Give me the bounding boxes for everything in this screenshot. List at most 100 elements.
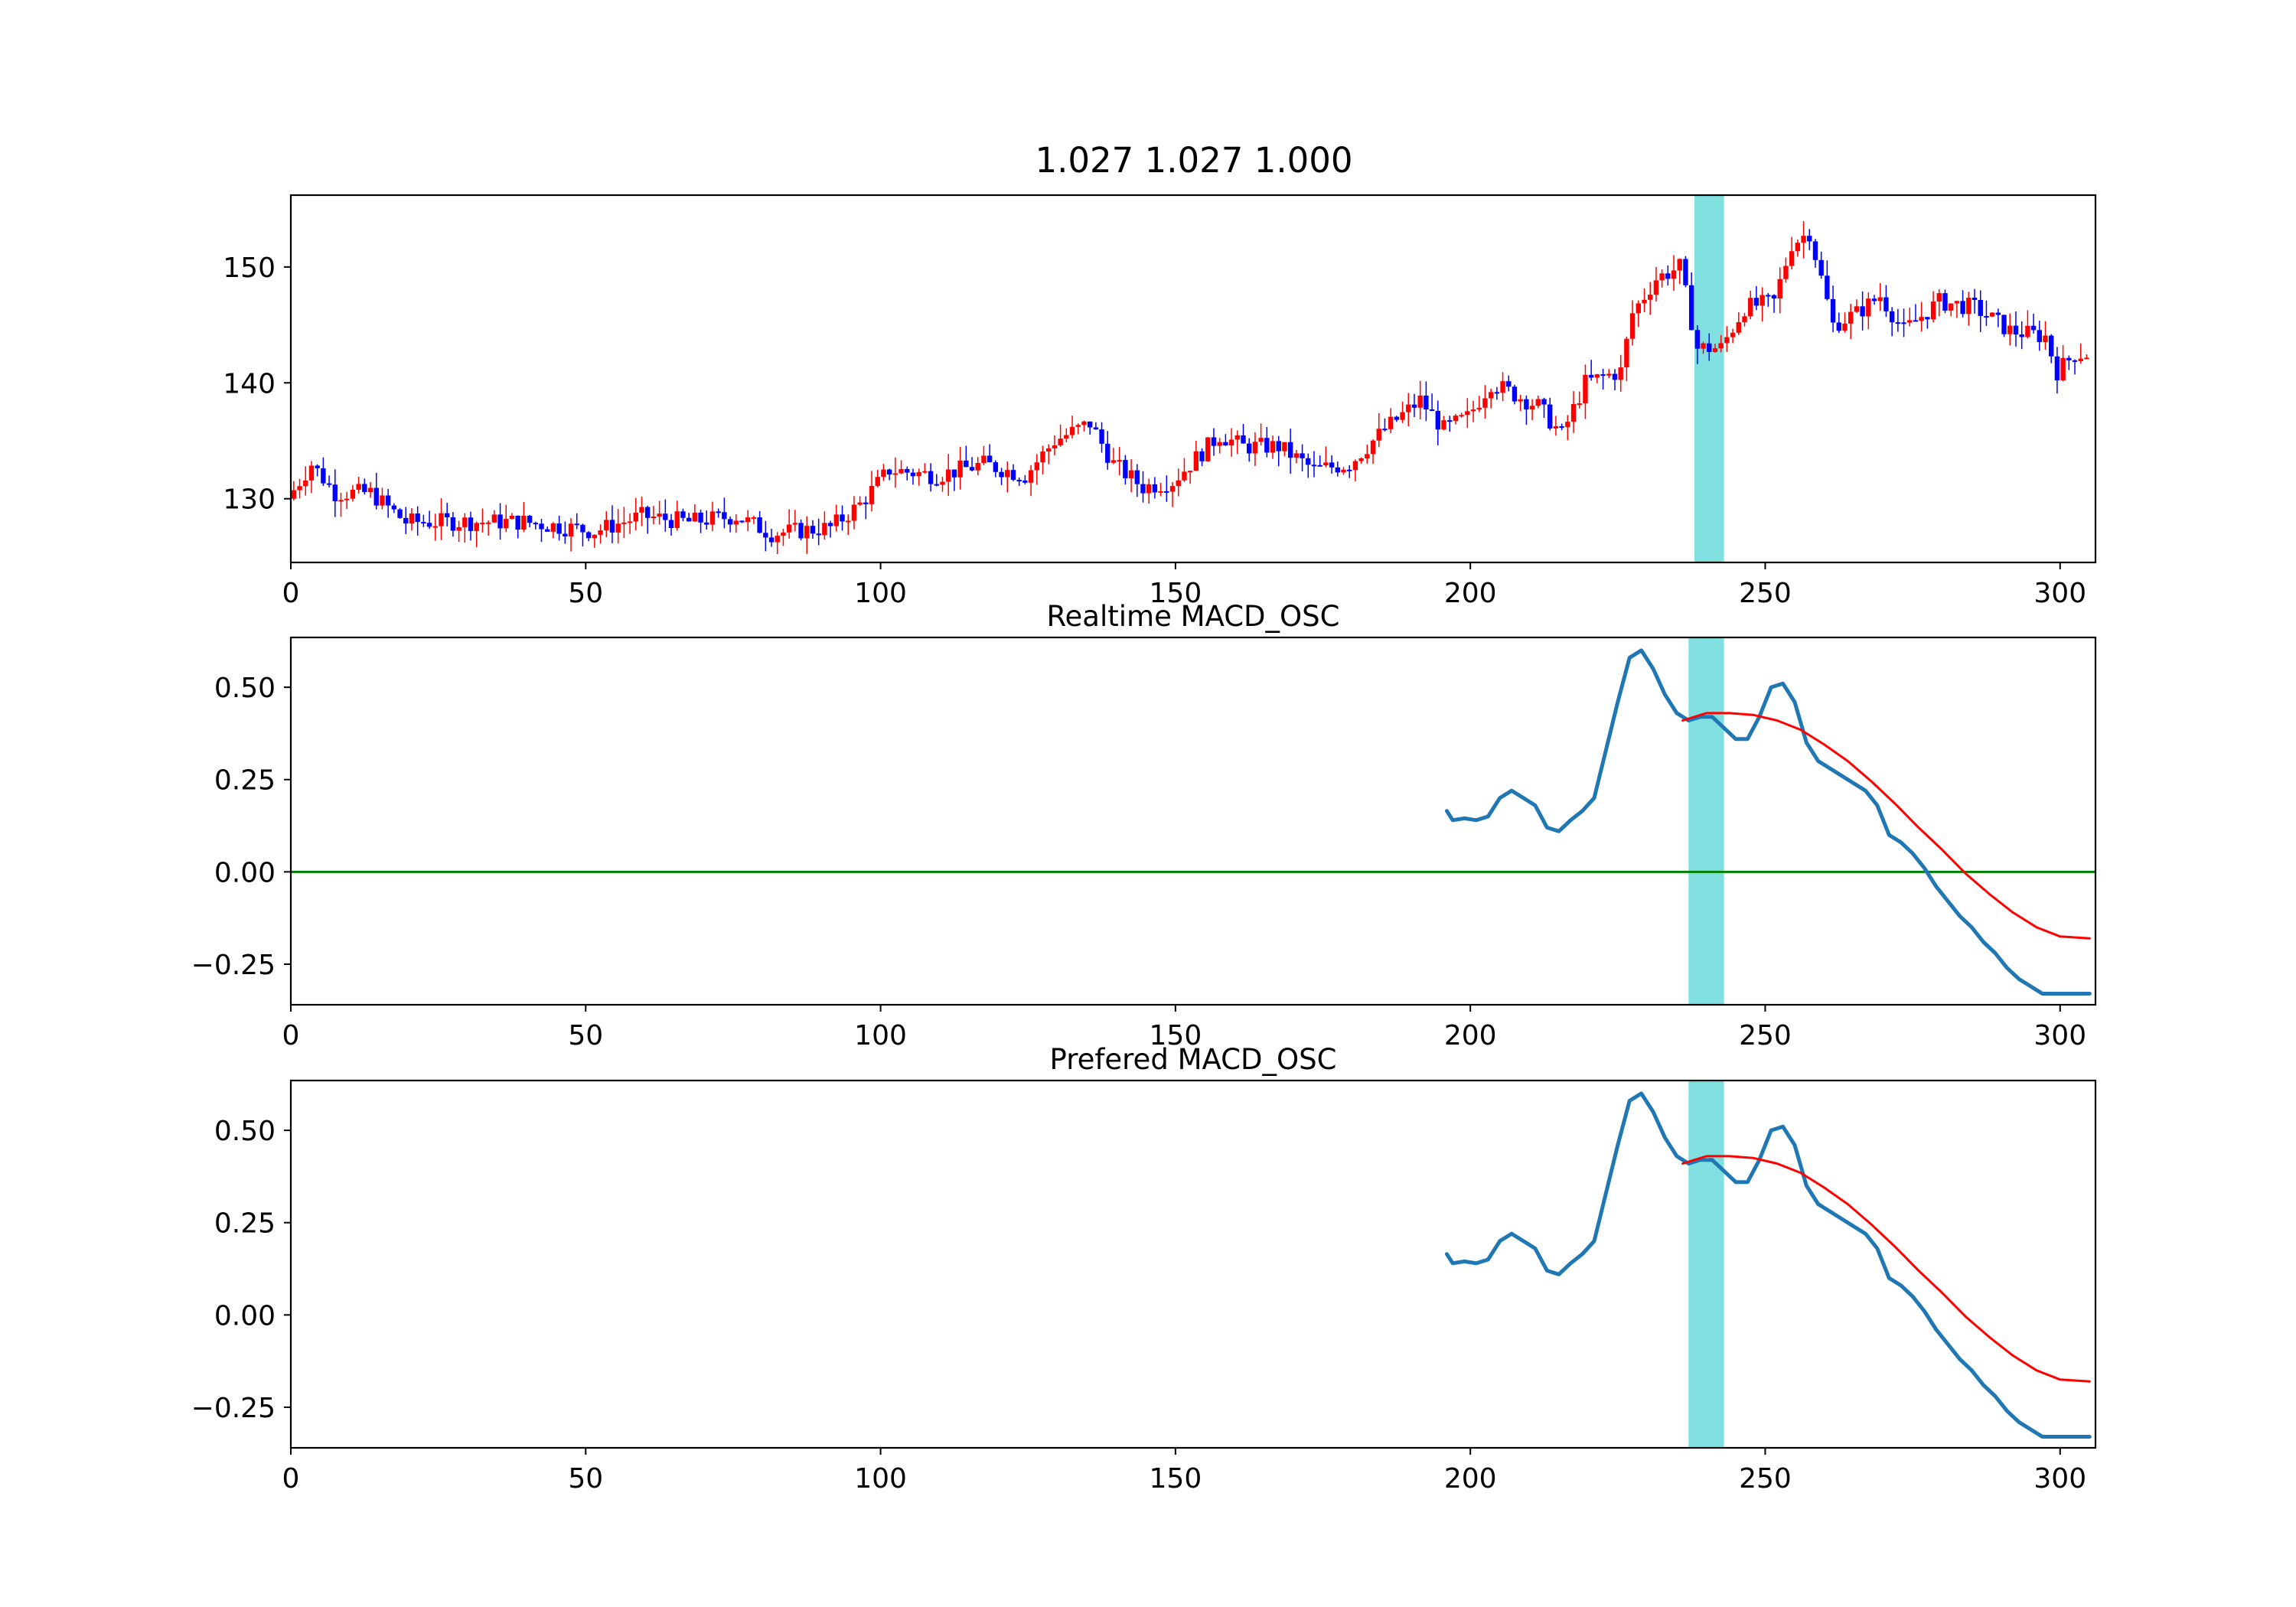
candle xyxy=(1459,412,1464,418)
candle xyxy=(2043,321,2048,350)
candle-body xyxy=(1777,279,1782,299)
candle xyxy=(1087,421,1093,435)
candle-body xyxy=(680,511,686,518)
candle xyxy=(291,481,297,501)
candle-body xyxy=(786,524,792,533)
x-tick-label: 250 xyxy=(1739,578,1792,609)
candle-body xyxy=(1736,322,1741,333)
highlight-span xyxy=(1694,195,1724,562)
candle-body xyxy=(1376,429,1381,441)
candle-body xyxy=(1518,399,1523,402)
candle-body xyxy=(504,519,509,529)
candle xyxy=(2072,359,2078,375)
candle-body xyxy=(509,515,515,520)
candle xyxy=(297,478,302,499)
x-tick-label: 150 xyxy=(1150,1020,1202,1051)
candle xyxy=(1352,459,1358,481)
candle xyxy=(1317,455,1322,467)
candle xyxy=(1742,312,1747,327)
candle-body xyxy=(1895,322,1901,324)
candle-body xyxy=(975,463,980,471)
candle xyxy=(1411,393,1417,418)
candle-body xyxy=(1966,298,1971,315)
candle xyxy=(1117,447,1122,476)
candle xyxy=(1247,438,1252,462)
candle-body xyxy=(1877,297,1883,302)
candle xyxy=(439,498,444,540)
fit-line xyxy=(1681,712,2091,940)
candle xyxy=(527,514,533,528)
candle-body xyxy=(1978,299,1983,316)
candle-body xyxy=(297,486,302,491)
candle xyxy=(1470,400,1476,422)
panel-3: 0 50 100 150 200 250 300 −0.25 0.00 0.25 0.50 Prefe… xyxy=(191,1043,2097,1495)
candle-body xyxy=(380,495,385,506)
candle-body xyxy=(1093,427,1099,430)
candle-body xyxy=(1907,320,1913,323)
candle xyxy=(2078,343,2083,364)
candle-body xyxy=(1766,295,1771,297)
candle xyxy=(485,520,491,536)
candle-body xyxy=(373,487,379,506)
candle-body xyxy=(633,512,638,522)
candle-body xyxy=(1535,399,1541,406)
candle xyxy=(804,516,810,554)
candle-body xyxy=(1854,306,1860,312)
panels: 0 50 100 150 200 250 300 130 140 150 0 50 100 150 200 2… xyxy=(191,194,2097,1495)
candle xyxy=(1335,461,1340,477)
candle xyxy=(1842,312,1848,333)
candle xyxy=(1995,308,2001,328)
candle-body xyxy=(1370,440,1376,455)
candle-body xyxy=(1252,442,1258,454)
candle-body xyxy=(1488,392,1494,399)
candle xyxy=(563,521,568,544)
candle xyxy=(757,510,762,533)
candle-body xyxy=(645,507,651,518)
y-tick-label: 0.00 xyxy=(214,1300,276,1332)
panel-2: 0 50 100 150 200 250 300 −0.25 0.00 0.25 0.50 Realt… xyxy=(191,600,2097,1051)
candle-body xyxy=(527,515,533,523)
candle-body xyxy=(2007,325,2013,334)
x-tick-label: 200 xyxy=(1444,578,1497,609)
candle-body xyxy=(1276,441,1281,451)
candle xyxy=(922,463,928,474)
candle-body xyxy=(592,534,598,539)
candle-body xyxy=(1624,338,1629,368)
candle xyxy=(886,468,892,481)
candle xyxy=(504,504,509,533)
candle-body xyxy=(816,533,821,536)
candle xyxy=(1919,302,1924,332)
candle xyxy=(786,509,792,539)
candle-body xyxy=(999,471,1004,478)
candle-body xyxy=(1223,442,1228,446)
candle-body xyxy=(533,523,538,525)
candle xyxy=(1447,416,1453,432)
candle-body xyxy=(1300,453,1305,458)
candle-body xyxy=(1164,491,1169,493)
candle-body xyxy=(1365,454,1370,458)
candle-body xyxy=(1081,421,1087,425)
candle-body xyxy=(367,487,373,493)
candle-body xyxy=(1984,315,1989,318)
candle xyxy=(1140,471,1146,503)
y-tick-label: 140 xyxy=(223,368,276,399)
candle xyxy=(727,516,733,533)
candle xyxy=(1287,429,1293,474)
candle xyxy=(1583,364,1588,419)
candle xyxy=(367,482,373,498)
candle-body xyxy=(1570,403,1577,422)
candle-body xyxy=(450,517,456,531)
candle-body xyxy=(515,515,520,530)
candle xyxy=(1807,229,1812,250)
candle xyxy=(1836,312,1841,334)
candle xyxy=(1128,458,1134,493)
candle-body xyxy=(1954,301,1960,304)
candle xyxy=(1971,288,1978,314)
candle-body xyxy=(869,485,875,504)
candle-body xyxy=(1913,320,1919,322)
candle-body xyxy=(609,520,615,533)
candle xyxy=(792,510,798,532)
candle-body xyxy=(1812,241,1818,260)
candle xyxy=(338,492,344,517)
candle-body xyxy=(1860,306,1865,317)
